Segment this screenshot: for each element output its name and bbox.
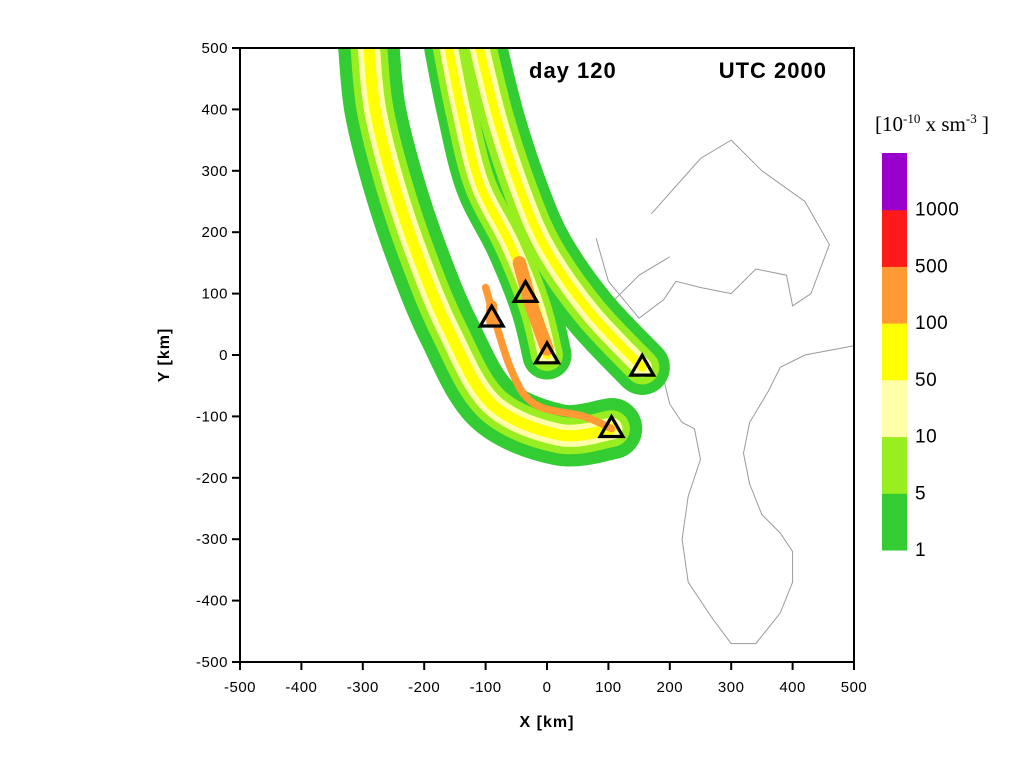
- colorbar-label-10: 10: [915, 427, 937, 448]
- y-tick-label: -500: [196, 654, 228, 671]
- x-tick-label: -200: [408, 679, 440, 696]
- x-tick-label: -300: [347, 679, 379, 696]
- y-tick-label: 500: [201, 40, 228, 57]
- title-utc: UTC 2000: [719, 58, 827, 83]
- colorbar-label-50: 50: [915, 370, 937, 391]
- plume-hotspot-1: [481, 283, 616, 433]
- coastline-segment: [614, 256, 671, 301]
- y-tick-label: -400: [196, 593, 228, 610]
- x-tick-label: 400: [779, 679, 806, 696]
- plume-contours: [338, 48, 670, 467]
- source-marker-3: [532, 339, 562, 365]
- coastline: [528, 139, 854, 645]
- colorbar-swatch-1: [882, 493, 907, 551]
- coastline-segment: [595, 139, 830, 319]
- x-tick-label: 100: [595, 679, 622, 696]
- colorbar-label-100: 100: [915, 313, 948, 334]
- x-tick-label: 300: [718, 679, 745, 696]
- colorbar-swatch-500: [882, 209, 907, 267]
- x-axis-label: X [km]: [520, 714, 575, 731]
- x-tick-label: -500: [224, 679, 256, 696]
- colorbar-swatch-1000: [882, 153, 907, 211]
- x-tick-label: 200: [657, 679, 684, 696]
- plume-band-east-50: [475, 48, 647, 372]
- y-tick-label: -200: [196, 470, 228, 487]
- source-markers: [477, 278, 657, 439]
- plume-hotspot-2: [512, 256, 554, 356]
- colorbar-label-1000: 1000: [915, 200, 959, 221]
- y-tick-label: 0: [219, 347, 228, 364]
- x-tick-label: 500: [841, 679, 868, 696]
- source-marker-2: [511, 278, 540, 303]
- source-marker-4: [628, 352, 657, 377]
- x-tick-label: -100: [470, 679, 502, 696]
- colorbar-label-1: 1: [915, 540, 926, 561]
- x-tick-label: -400: [285, 679, 317, 696]
- colorbar-swatch-5: [882, 436, 907, 494]
- y-tick-label: 200: [201, 224, 228, 241]
- y-tick-label: -300: [196, 531, 228, 548]
- colorbar-swatch-50: [882, 323, 907, 381]
- y-axis-ticks: 500 400 300 200 100 0 -100 -200 -300 -400 -500: [196, 40, 240, 671]
- plot-area: [338, 48, 854, 645]
- x-tick-label: 0: [543, 679, 552, 696]
- colorbar-swatch-100: [882, 266, 907, 324]
- x-axis-ticks: -500 -400 -300 -200 -100 0 100 200 300 400 500: [224, 662, 867, 696]
- colorbar-units: [10-10 x sm-3 ]: [875, 111, 989, 136]
- colorbar-label-500: 500: [915, 256, 948, 277]
- y-axis-label: Y [km]: [156, 328, 173, 383]
- y-tick-label: 400: [201, 101, 228, 118]
- source-marker-5: [597, 413, 626, 439]
- plume-band-west-50: [363, 48, 618, 442]
- coastline-segment: [657, 345, 854, 645]
- colorbar: 1 5 10 50 100 500 1000: [882, 153, 959, 561]
- y-tick-label: -100: [196, 408, 228, 425]
- y-tick-label: 300: [201, 163, 228, 180]
- title-day: day 120: [529, 58, 617, 83]
- source-marker-1: [477, 302, 506, 328]
- colorbar-swatch-10: [882, 379, 907, 438]
- colorbar-label-5: 5: [915, 483, 926, 504]
- y-tick-label: 100: [201, 286, 228, 303]
